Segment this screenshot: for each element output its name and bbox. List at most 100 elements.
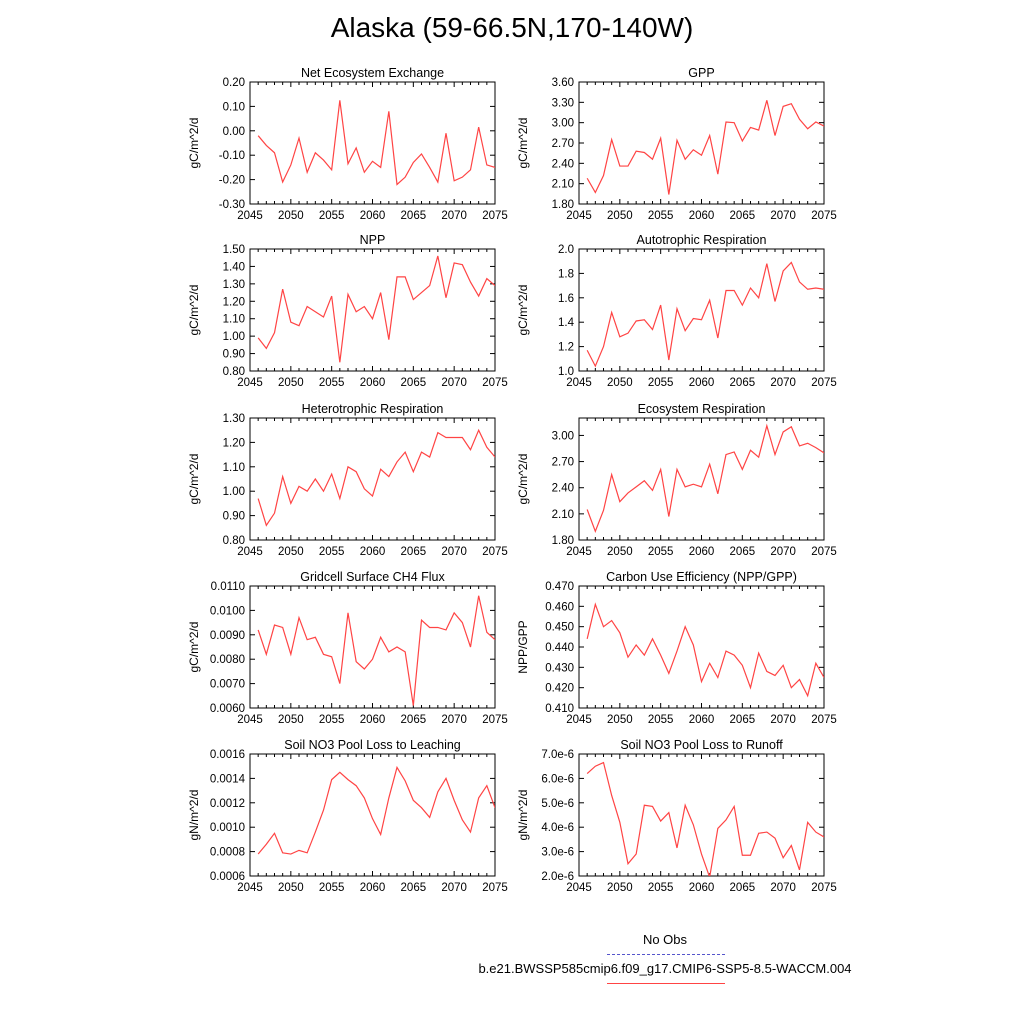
panel-2-xtick-label: 2045: [566, 210, 592, 222]
panel-1-title: Net Ecosystem Exchange: [301, 66, 444, 80]
panel-3-ytick-label: 1.20: [223, 296, 245, 308]
panel-3-frame: [249, 248, 496, 372]
panel-9-xtick-label: 2060: [360, 882, 386, 894]
panel-8-ytick-label: 0.440: [545, 642, 574, 654]
panel-9-xtick-label: 2075: [482, 882, 508, 894]
panel-6-xtick-label: 2055: [648, 546, 674, 558]
panel-4-ytick-label: 1.0: [558, 366, 574, 378]
panel-3-ytick-label: 1.10: [223, 314, 245, 326]
panel-8-xtick-label: 2070: [770, 714, 796, 726]
panel-10: Soil NO3 Pool Loss to Runoff gN/m^2/d 2.0e…: [516, 738, 837, 894]
panel-3-xtick-label: 2055: [319, 377, 345, 389]
panel-2-ytick-label: 2.70: [552, 138, 574, 150]
panel-2-title: GPP: [688, 66, 714, 80]
panel-10-xtick-label: 2065: [730, 882, 756, 894]
panel-6-xtick-label: 2070: [770, 546, 796, 558]
panel-10-xtick-label: 2045: [566, 882, 592, 894]
panel-2: GPP gC/m^2/d 1.80 2.10 2.40 2.70 3.00 3.30 3.60 2…: [516, 66, 837, 222]
panel-5-xtick-label: 2060: [360, 546, 386, 558]
panel-8-frame: [578, 585, 825, 709]
panel-7-ytick-label: 0.0070: [210, 679, 245, 691]
panel-5-series-line: [257, 428, 495, 527]
panel-6-frame: [578, 417, 825, 541]
panel-5-ylabel: gC/m^2/d: [187, 454, 201, 505]
panel-10-ytick-label: 5.0e-6: [541, 798, 574, 810]
panel-1-xtick-label: 2060: [360, 210, 386, 222]
panel-4-ytick-label: 2.0: [558, 244, 574, 256]
panel-2-ytick-label: 3.60: [552, 77, 574, 89]
panel-9-frame: [249, 753, 496, 877]
panel-5-ytick-label: 0.90: [223, 511, 245, 523]
panel-7-series-line: [257, 595, 495, 706]
panel-1-ylabel: gC/m^2/d: [187, 118, 201, 169]
panel-2-xtick-label: 2050: [607, 210, 633, 222]
panel-4-ytick-label: 1.2: [558, 342, 574, 354]
panel-6-xtick-label: 2050: [607, 546, 633, 558]
panel-5-ytick-label: 1.20: [223, 437, 245, 449]
panel-6-series-line: [586, 423, 824, 533]
panel-3-title: NPP: [360, 233, 386, 247]
panel-2-xtick-label: 2055: [648, 210, 674, 222]
panel-9-ytick-label: 0.0016: [210, 749, 245, 761]
panel-4-series-line: [586, 261, 824, 368]
panel-4-ylabel: gC/m^2/d: [516, 285, 530, 336]
legend-model-line: [607, 983, 725, 984]
panel-2-frame: [578, 81, 825, 205]
panel-7-xtick-label: 2065: [401, 714, 427, 726]
panel-7-title: Gridcell Surface CH4 Flux: [300, 570, 445, 584]
panel-4-xtick-label: 2070: [770, 377, 796, 389]
panel-2-ytick-label: 2.40: [552, 158, 574, 170]
panel-6-xtick-label: 2045: [566, 546, 592, 558]
panel-2-xtick-label: 2070: [770, 210, 796, 222]
panel-2-ytick-label: 1.80: [552, 199, 574, 211]
panel-10-xtick-label: 2075: [811, 882, 837, 894]
panel-4: Autotrophic Respiration gC/m^2/d 1.0 1.2 1.4…: [516, 233, 837, 389]
panel-2-xtick-label: 2060: [689, 210, 715, 222]
panel-3-xtick-label: 2060: [360, 377, 386, 389]
panel-5-ytick-label: 1.30: [223, 413, 245, 425]
panel-8-ytick-label: 0.410: [545, 703, 574, 715]
figure-title: Alaska (59-66.5N,170-140W): [330, 12, 694, 43]
panel-1-xtick-label: 2065: [401, 210, 427, 222]
panel-1-ytick-label: 0.10: [223, 101, 245, 113]
panel-5-xtick-label: 2050: [278, 546, 304, 558]
panel-9-series-line: [257, 765, 495, 855]
panel-8-ytick-label: 0.450: [545, 622, 574, 634]
panel-4-xtick-label: 2045: [566, 377, 592, 389]
panel-9-ylabel: gN/m^2/d: [187, 790, 201, 841]
panel-2-ytick-label: 2.10: [552, 179, 574, 191]
panel-8-ytick-label: 0.470: [545, 581, 574, 593]
panel-5-ytick-label: 0.80: [223, 535, 245, 547]
panel-3-ytick-label: 1.30: [223, 279, 245, 291]
panel-6-ytick-label: 2.40: [552, 483, 574, 495]
panel-6: Ecosystem Respiration gC/m^2/d 1.80 2.10 2.4…: [516, 402, 837, 558]
panel-1-ytick-label: -0.30: [219, 199, 245, 211]
panel-6-xtick-label: 2075: [811, 546, 837, 558]
panel-9-xtick-label: 2065: [401, 882, 427, 894]
panel-6-ytick-label: 3.00: [552, 430, 574, 442]
panel-2-ytick-label: 3.30: [552, 97, 574, 109]
panel-7-xtick-label: 2070: [441, 714, 467, 726]
panel-8: Carbon Use Efficiency (NPP/GPP) NPP/GPP 0.…: [516, 570, 837, 726]
panel-1-xtick-label: 2045: [237, 210, 263, 222]
panel-8-xtick-label: 2050: [607, 714, 633, 726]
panel-10-xtick-label: 2070: [770, 882, 796, 894]
panel-8-ytick-label: 0.420: [545, 683, 574, 695]
panel-3-xtick-label: 2070: [441, 377, 467, 389]
panel-7-ytick-label: 0.0100: [210, 605, 245, 617]
panel-4-ytick-label: 1.4: [558, 317, 575, 329]
panel-8-ytick-label: 0.430: [545, 662, 574, 674]
panel-4-xtick-label: 2050: [607, 377, 633, 389]
panel-3-ytick-label: 0.80: [223, 366, 245, 378]
panel-8-xtick-label: 2055: [648, 714, 674, 726]
panel-1-ytick-label: -0.20: [219, 175, 245, 187]
panel-9-title: Soil NO3 Pool Loss to Leaching: [284, 738, 461, 752]
panel-3-xtick-label: 2050: [278, 377, 304, 389]
panel-4-xtick-label: 2075: [811, 377, 837, 389]
panel-6-title: Ecosystem Respiration: [638, 402, 766, 416]
panel-2-xtick-label: 2075: [811, 210, 837, 222]
panel-9-ytick-label: 0.0010: [210, 822, 245, 834]
panel-4-xtick-label: 2065: [730, 377, 756, 389]
legend-model-label: b.e21.BWSSP585cmip6.f09_g17.CMIP6-SSP5-8…: [478, 961, 852, 976]
